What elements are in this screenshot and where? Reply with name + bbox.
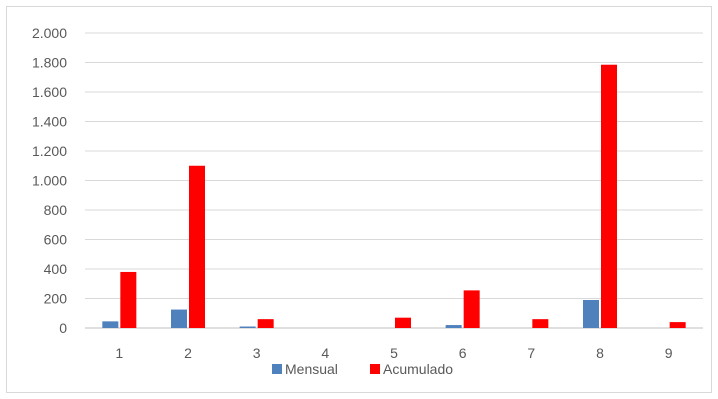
y-tick-label: 1.000 (32, 173, 67, 189)
y-tick-label: 600 (44, 232, 68, 248)
y-tick-label: 1.200 (32, 143, 67, 159)
x-tick-label: 8 (596, 345, 604, 361)
bar-acumulado-6 (463, 290, 480, 328)
bar-mensual-2 (171, 309, 187, 328)
x-tick-label: 5 (390, 345, 398, 361)
bar-acumulado-2 (189, 165, 205, 328)
y-tick-label: 200 (44, 291, 68, 307)
x-tick-label: 2 (184, 345, 192, 361)
y-tick-label: 800 (44, 202, 68, 218)
gridlines (85, 32, 703, 329)
y-tick-label: 0 (59, 320, 67, 336)
bar-acumulado-5 (395, 317, 411, 328)
x-tick-label: 6 (459, 345, 467, 361)
x-tick-label: 3 (253, 345, 261, 361)
bar-acumulado-1 (120, 271, 137, 328)
y-tick-label: 1.800 (32, 55, 67, 71)
x-tick-label: 7 (527, 345, 535, 361)
x-tick-label: 4 (321, 345, 329, 361)
bar-acumulado-7 (532, 319, 549, 328)
y-tick-label: 1.600 (32, 84, 67, 100)
bar-acumulado-3 (257, 319, 274, 328)
legend: Mensual Acumulado (272, 361, 453, 377)
legend-swatch-mensual (272, 364, 282, 374)
legend-label-acumulado: Acumulado (383, 361, 453, 377)
x-axis-labels: 1 2 3 4 5 6 7 8 9 (115, 345, 672, 361)
legend-label-mensual: Mensual (285, 361, 338, 377)
bar-acumulado-8 (601, 64, 617, 329)
bar-mensual-1 (102, 321, 119, 328)
y-tick-label: 400 (44, 261, 68, 277)
bars (102, 64, 686, 329)
bar-acumulado-9 (669, 322, 686, 328)
bar-mensual-6 (445, 325, 462, 328)
bar-mensual-3 (239, 326, 256, 328)
x-tick-label: 9 (665, 345, 673, 361)
y-tick-label: 2.000 (32, 25, 67, 41)
legend-swatch-acumulado (370, 364, 380, 374)
y-axis-labels: 0 200 400 600 800 1.000 1.200 1.400 1.600 1.800 2.… (32, 25, 67, 336)
y-tick-label: 1.400 (32, 114, 67, 130)
x-tick-label: 1 (115, 345, 123, 361)
bar-mensual-8 (583, 299, 599, 328)
